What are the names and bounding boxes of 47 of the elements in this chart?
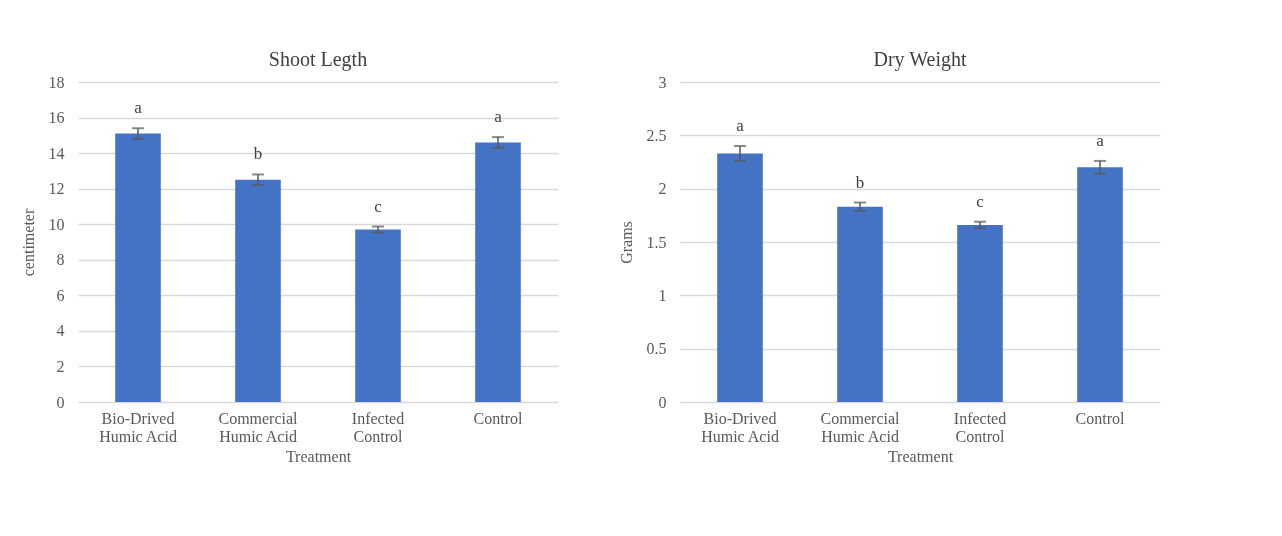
chart-title: Dry Weight — [873, 48, 967, 71]
y-tick-label: 18 — [48, 73, 65, 91]
y-tick-label: 16 — [48, 109, 65, 127]
bar — [475, 142, 521, 402]
bar — [355, 229, 401, 402]
annotation: a — [134, 98, 143, 118]
bar — [235, 179, 281, 402]
y-axis-title: centimeter — [19, 208, 37, 277]
bar — [837, 206, 883, 402]
annotation: b — [855, 172, 865, 192]
annotation: b — [253, 144, 263, 164]
annotation: c — [976, 191, 985, 211]
annotation: a — [1096, 130, 1105, 150]
x-tick-label: Control — [1075, 409, 1125, 427]
x-axis-title: Treatment — [887, 447, 954, 465]
x-tick-label: Commercial Humic Acid — [820, 409, 901, 445]
bar — [717, 153, 763, 402]
y-tick-label: 1 — [658, 286, 667, 304]
y-axis-title: Grams — [617, 221, 635, 264]
bar — [1077, 167, 1123, 402]
x-tick-label: Bio-Drived Humic Acid — [99, 409, 177, 445]
chart-title: Shoot Legth — [268, 48, 368, 71]
x-axis-title: Treatment — [285, 447, 352, 465]
bar — [957, 224, 1003, 402]
y-tick-label: 0 — [658, 393, 667, 411]
x-tick-label: Infected Control — [953, 409, 1007, 445]
y-tick-label: 4 — [56, 322, 65, 340]
x-tick-label: Commercial Humic Acid — [218, 409, 299, 445]
y-tick-label: 12 — [48, 180, 65, 198]
y-tick-label: 2.5 — [646, 126, 667, 144]
y-tick-label: 3 — [658, 73, 667, 91]
y-tick-label: 2 — [56, 357, 65, 375]
annotation: a — [494, 107, 503, 127]
bar — [115, 133, 161, 402]
y-tick-label: 2 — [658, 180, 667, 198]
y-tick-label: 1.5 — [646, 233, 667, 251]
y-tick-label: 0.5 — [646, 340, 667, 358]
y-tick-label: 6 — [56, 286, 65, 304]
y-tick-label: 0 — [56, 393, 65, 411]
x-tick-label: Control — [473, 409, 523, 427]
y-tick-label: 10 — [48, 215, 65, 233]
annotation: a — [736, 116, 745, 135]
y-tick-label: 8 — [56, 251, 65, 269]
annotation: c — [374, 196, 383, 216]
x-tick-label: Bio-Drived Humic Acid — [701, 409, 779, 445]
x-tick-label: Infected Control — [351, 409, 405, 445]
y-tick-label: 14 — [48, 144, 65, 162]
